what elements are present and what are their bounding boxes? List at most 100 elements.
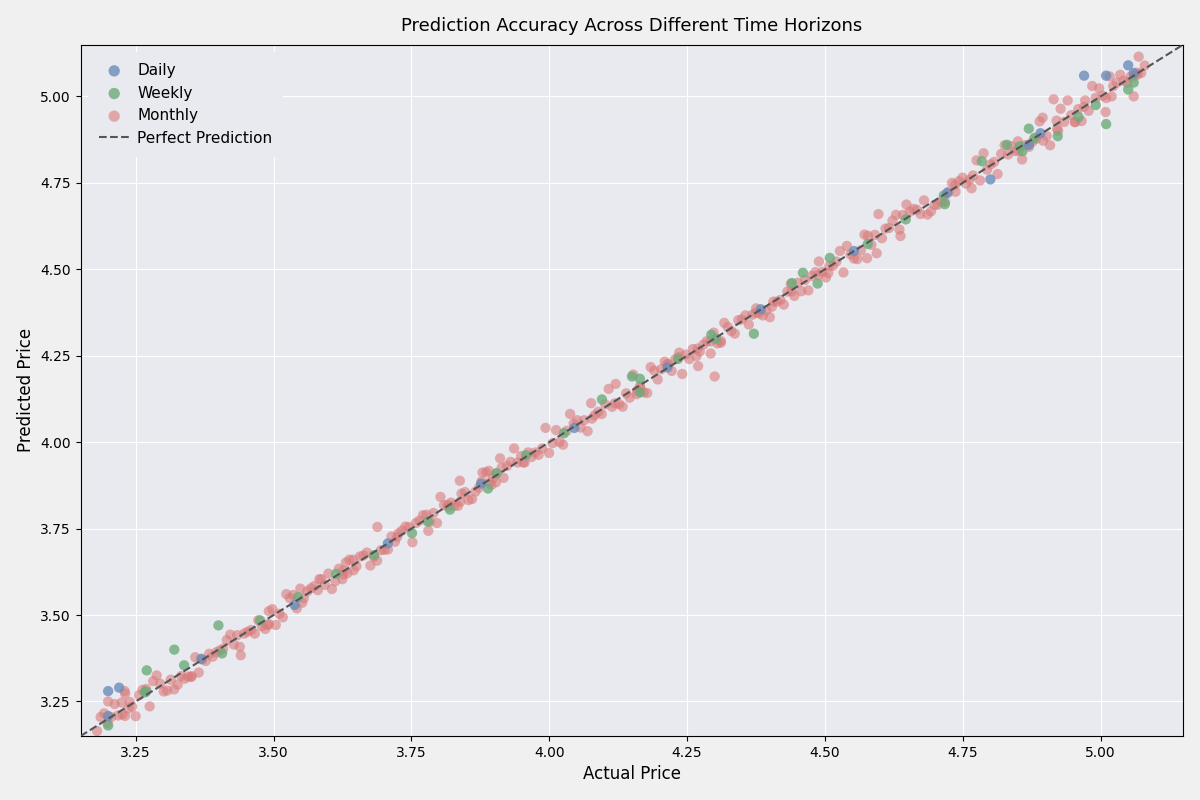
Monthly [462,493,481,506]
Monthly [670,346,689,359]
Monthly [704,326,724,339]
Weekly [365,549,384,562]
Monthly [686,350,706,362]
Monthly [690,345,709,358]
Monthly [960,174,979,186]
Monthly [799,284,818,297]
Monthly [1062,109,1081,122]
Monthly [887,209,906,222]
Daily [980,173,1000,186]
Monthly [1066,115,1085,128]
Monthly [1124,70,1144,83]
Monthly [823,259,842,272]
Monthly [344,564,364,577]
Monthly [830,245,850,258]
Monthly [312,573,331,586]
Weekly [934,189,953,202]
Daily [565,422,584,434]
Monthly [450,474,469,487]
Monthly [511,450,530,462]
Monthly [130,689,149,702]
Monthly [991,148,1010,161]
Monthly [1128,68,1147,81]
Weekly [821,251,840,264]
Monthly [347,560,366,573]
Monthly [410,514,430,527]
Monthly [232,649,251,662]
Monthly [492,462,511,474]
Monthly [1051,102,1070,115]
Monthly [416,508,436,521]
Weekly [1124,76,1144,89]
Monthly [102,710,121,723]
Daily [98,685,118,698]
Monthly [978,163,997,176]
Monthly [998,148,1018,161]
Monthly [449,499,468,512]
Monthly [890,230,910,242]
Monthly [515,456,534,469]
Monthly [217,634,236,646]
Monthly [445,499,464,512]
Monthly [270,607,289,620]
Monthly [971,174,990,187]
Monthly [792,285,811,298]
Monthly [540,446,559,459]
Monthly [301,582,320,594]
Monthly [907,203,926,216]
Monthly [466,486,485,498]
Monthly [1079,105,1098,118]
Monthly [1026,133,1045,146]
Monthly [190,666,209,679]
Monthly [557,425,576,438]
Weekly [1025,131,1044,144]
Monthly [988,168,1007,181]
Monthly [582,412,601,425]
Monthly [851,244,870,257]
Monthly [953,171,972,184]
Monthly [648,373,667,386]
Monthly [491,452,510,465]
Monthly [1097,92,1116,105]
Monthly [186,651,205,664]
Monthly [893,209,912,222]
Daily [1031,127,1050,140]
Monthly [378,543,397,556]
Monthly [382,530,401,543]
Monthly [508,456,527,469]
Monthly [841,248,860,261]
Monthly [683,342,702,355]
Monthly [872,232,892,245]
Monthly [196,654,215,667]
Monthly [858,230,877,242]
Monthly [1111,68,1130,81]
Monthly [962,182,982,194]
Monthly [578,425,598,438]
Monthly [484,472,503,485]
Monthly [1016,138,1036,151]
Monthly [427,517,446,530]
Monthly [112,696,131,709]
Monthly [224,638,244,651]
Daily [109,682,128,694]
Monthly [419,525,438,538]
Monthly [1002,140,1021,153]
Monthly [757,304,776,317]
Monthly [1096,106,1115,118]
Monthly [248,614,268,626]
Monthly [896,198,916,211]
Monthly [126,710,145,722]
Monthly [762,300,781,313]
Monthly [179,670,198,683]
Monthly [803,270,822,282]
Monthly [1129,50,1148,63]
Weekly [136,686,155,699]
Monthly [588,406,607,418]
Monthly [1075,94,1094,107]
Monthly [319,567,338,580]
Monthly [281,592,300,605]
Monthly [694,338,713,351]
Monthly [157,684,176,697]
Weekly [623,370,642,383]
Monthly [420,515,439,528]
